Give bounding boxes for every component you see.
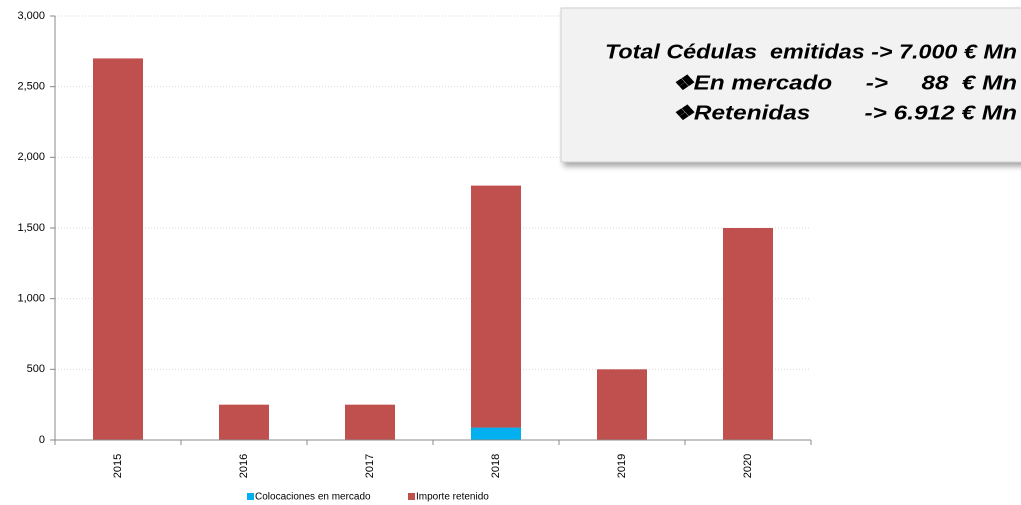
- annotation: ❖Retenidas -> 6.912 € Mn: [672, 102, 1017, 124]
- bar: [219, 404, 269, 440]
- y-tick-label: 3,000: [17, 10, 45, 22]
- y-tick-label: 2,500: [17, 81, 45, 93]
- y-tick-label: 2,000: [17, 151, 45, 163]
- bar: [471, 427, 521, 440]
- x-tick-label: 2020: [742, 454, 754, 478]
- x-tick-label: 2018: [490, 454, 502, 478]
- x-tick-label: 2019: [616, 454, 628, 478]
- annotation-box: [560, 7, 1021, 163]
- legend-swatch: [247, 493, 254, 500]
- bar: [597, 369, 647, 440]
- y-tick-label: 1,500: [17, 222, 45, 234]
- y-tick-label: 1,000: [17, 293, 45, 305]
- x-tick-label: 2017: [364, 454, 376, 478]
- annotation: Total Cédulas emitidas -> 7.000 € Mn: [605, 41, 1017, 63]
- x-tick-label: 2015: [112, 454, 124, 478]
- bar: [93, 58, 143, 441]
- bar: [345, 404, 395, 440]
- plot: 0 500 1,000 1,500 2,000 2,500 3,000 2015 2016 201…: [17, 10, 812, 503]
- legend-label: Colocaciones en mercado: [255, 492, 371, 503]
- y-tick-label: 500: [27, 363, 45, 375]
- bar: [723, 228, 773, 440]
- y-tick-label: 0: [39, 434, 45, 446]
- bar: [471, 185, 521, 428]
- legend-swatch: [408, 493, 415, 500]
- legend-label: Importe retenido: [416, 492, 489, 503]
- x-tick-label: 2016: [238, 454, 250, 478]
- annotation: ❖En mercado -> 88 € Mn: [672, 72, 1017, 94]
